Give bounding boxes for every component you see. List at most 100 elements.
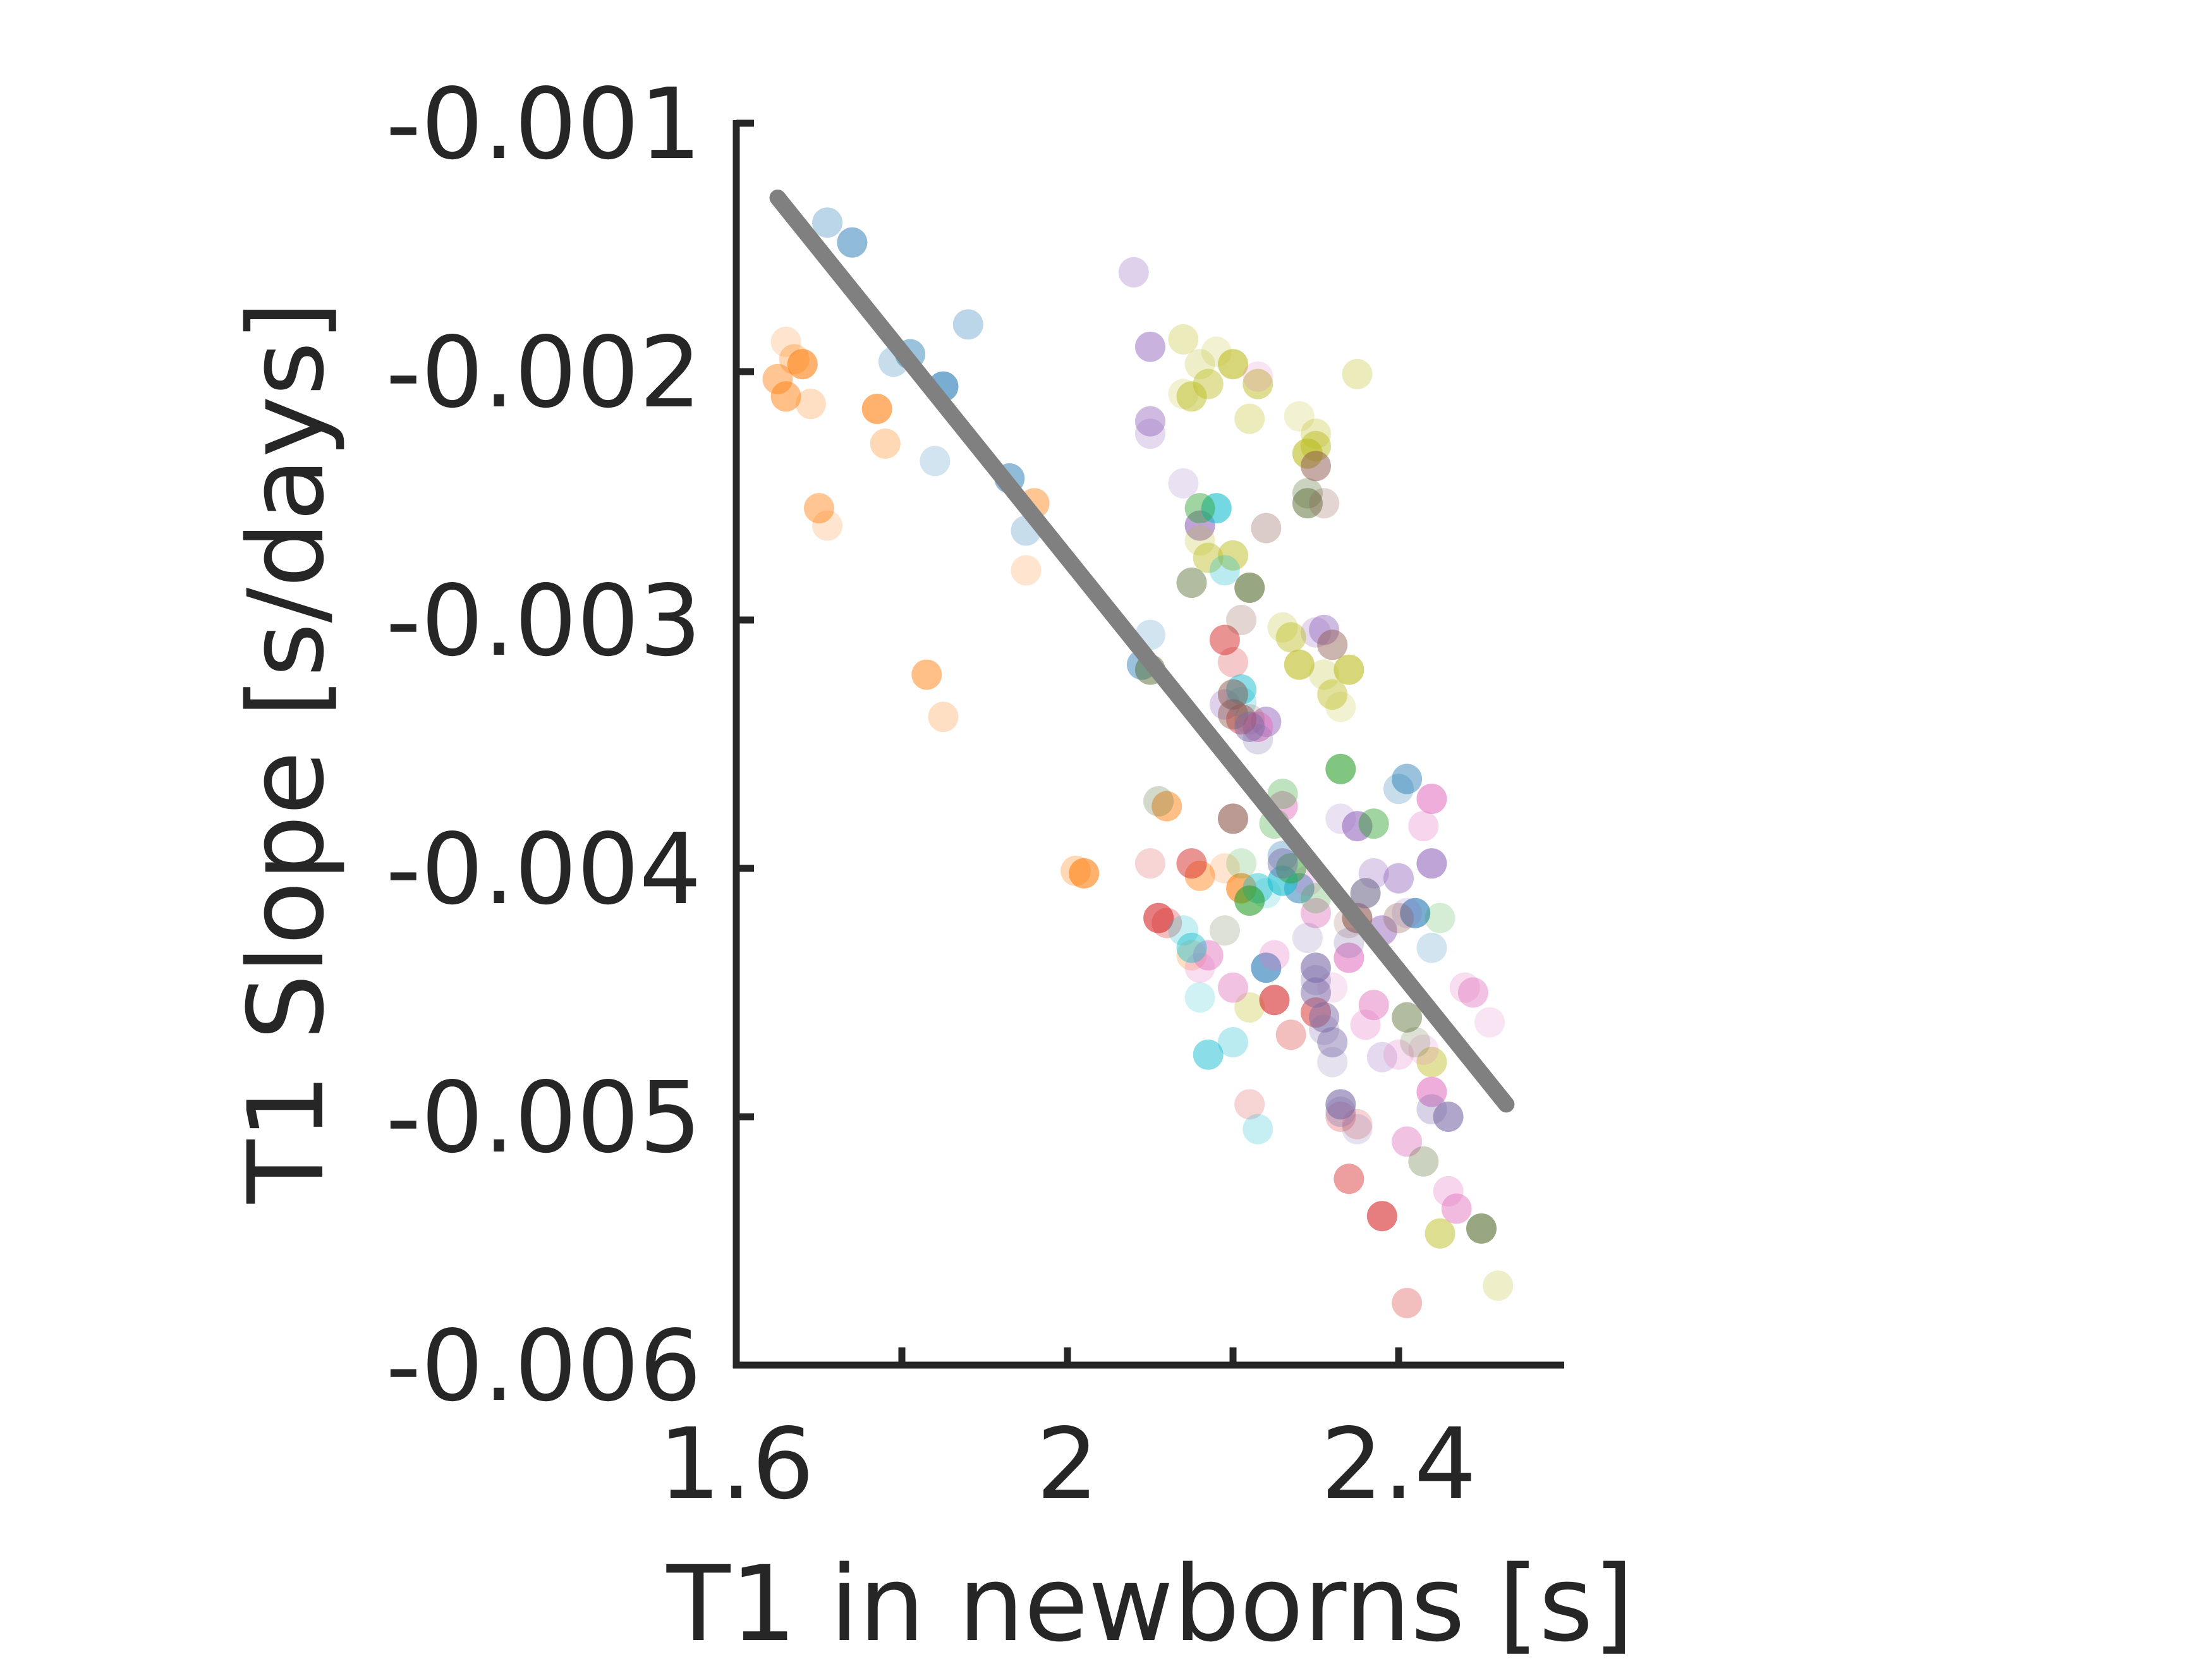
scatter-point — [1416, 1076, 1447, 1107]
scatter-point — [1176, 932, 1207, 963]
scatter-point — [1234, 711, 1265, 742]
scatter-point — [1226, 605, 1257, 635]
scatter-point — [1060, 855, 1091, 886]
scatter-point — [1301, 451, 1331, 482]
scatter-point — [1483, 1270, 1514, 1301]
scatter-point — [1342, 358, 1373, 389]
scatter-point — [1259, 985, 1290, 1016]
scatter-point — [911, 659, 942, 690]
scatter-point — [1416, 783, 1447, 814]
scatter-point — [1152, 791, 1182, 822]
scatter-point — [1143, 786, 1174, 817]
scatter-point — [1152, 908, 1182, 939]
scatter-point — [1218, 1027, 1248, 1058]
data-points — [762, 207, 1514, 1318]
scatter-point — [812, 207, 843, 238]
y-tick-label: -0.001 — [386, 67, 702, 181]
scatter-point — [1425, 1218, 1455, 1249]
y-tick-label: -0.005 — [386, 1060, 702, 1175]
scatter-point — [1218, 803, 1248, 834]
scatter-point — [1275, 853, 1306, 884]
scatter-point — [1358, 808, 1389, 839]
scatter-point — [1267, 612, 1298, 643]
scatter-point — [1218, 972, 1248, 1003]
x-tick-label: 2.4 — [1321, 1407, 1477, 1521]
scatter-point — [804, 493, 834, 524]
scatter-point — [1143, 902, 1174, 933]
scatter-point — [1243, 368, 1273, 399]
scatter-point — [1317, 1027, 1348, 1058]
scatter-point — [1292, 488, 1323, 519]
scatter-point — [1416, 848, 1447, 879]
scatter-point — [1226, 848, 1257, 879]
scatter-point — [1309, 488, 1340, 519]
x-axis-ticks: 1.6 2 2.4 — [659, 1347, 1477, 1521]
scatter-point — [779, 344, 810, 375]
scatter-point — [1400, 897, 1431, 928]
scatter-point — [1383, 902, 1414, 933]
scatter-point — [1284, 401, 1315, 432]
scatter-point — [770, 381, 801, 412]
scatter-point — [1383, 863, 1414, 894]
scatter-point — [1292, 923, 1323, 954]
scatter-point — [1251, 513, 1282, 544]
scatter-point — [1309, 1014, 1340, 1045]
scatter-point — [1325, 1089, 1356, 1120]
scatter-point — [1408, 811, 1439, 842]
scatter-point — [1309, 614, 1340, 645]
scatter-point — [1168, 915, 1199, 946]
scatter-point — [1176, 568, 1207, 599]
scatter-point — [812, 510, 843, 541]
scatter-point — [1416, 1094, 1447, 1125]
scatter-point — [1201, 493, 1232, 524]
scatter-point — [1176, 381, 1207, 412]
scatter-point — [1184, 982, 1215, 1013]
scatter-point — [1118, 257, 1149, 288]
scatter-point — [1325, 1097, 1356, 1127]
scatter-point — [1184, 952, 1215, 983]
scatter-point — [1251, 952, 1282, 983]
scatter-point — [1416, 1047, 1447, 1078]
scatter-point — [1184, 525, 1215, 556]
scatter-point — [1425, 902, 1455, 933]
scatter-point — [1168, 324, 1199, 355]
y-tick-label: -0.006 — [386, 1309, 702, 1423]
scatter-point — [1301, 952, 1331, 983]
scatter-point — [1350, 878, 1381, 909]
scatter-point — [870, 428, 901, 459]
scatter-point — [920, 446, 951, 477]
scatter-point — [1234, 403, 1265, 434]
scatter-point — [770, 326, 801, 357]
scatter-point — [1243, 724, 1273, 755]
scatter-point — [1301, 977, 1331, 1008]
scatter-point — [1193, 1039, 1224, 1070]
scatter-point — [1334, 1164, 1364, 1194]
scatter-point — [1358, 858, 1389, 889]
x-tick-label: 1.6 — [659, 1407, 815, 1521]
scatter-point — [1342, 1109, 1373, 1139]
scatter-point — [1400, 1027, 1431, 1058]
scatter-point — [1392, 1002, 1423, 1033]
scatter-point — [861, 393, 892, 424]
scatter-point — [1301, 883, 1331, 914]
scatter-point — [1193, 542, 1224, 573]
scatter-point — [1234, 1089, 1265, 1120]
scatter-point — [1135, 418, 1165, 449]
scatter-point — [1474, 1007, 1505, 1038]
scatter-point — [1184, 349, 1215, 380]
scatter-point — [1209, 624, 1240, 655]
scatter-point — [1342, 811, 1373, 842]
scatter-point — [1309, 1002, 1340, 1033]
scatter-point — [1243, 1114, 1273, 1145]
scatter-point — [1466, 1213, 1497, 1244]
scatter-point — [1392, 897, 1423, 928]
scatter-point — [1334, 927, 1364, 958]
scatter-point — [1284, 649, 1315, 680]
scatter-point — [1011, 555, 1042, 586]
scatter-point — [1317, 1047, 1348, 1078]
scatter-point — [1416, 932, 1447, 963]
scatter-point — [1218, 679, 1248, 710]
scatter-point — [1309, 659, 1340, 690]
scatter-point — [1209, 555, 1240, 586]
scatter-point — [1234, 572, 1265, 603]
